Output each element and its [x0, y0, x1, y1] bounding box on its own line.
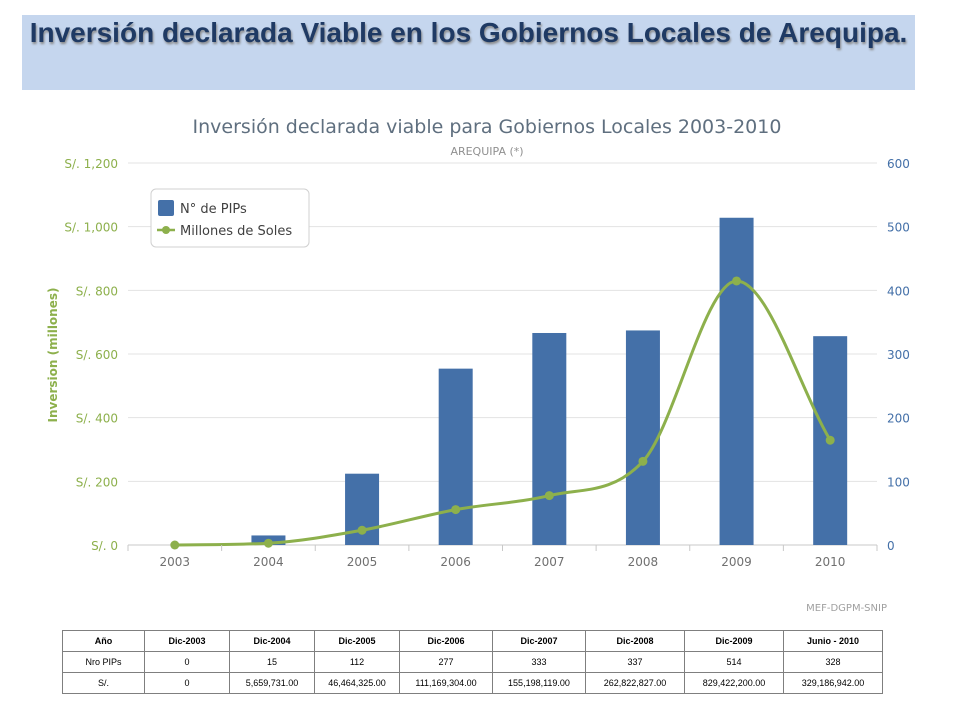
table-header-cell: Dic-2003	[144, 630, 230, 652]
table-cell: 277	[399, 651, 493, 673]
bar	[532, 332, 567, 545]
line-point	[170, 540, 180, 550]
table-cell: 262,822,827.00	[585, 672, 685, 694]
title-banner	[22, 15, 915, 90]
legend-label-pips: N° de PIPs	[180, 202, 247, 217]
y-right-tick-label: 400	[887, 284, 910, 298]
chart-source: MEF-DGPM-SNIP	[806, 603, 887, 614]
x-tick-label: 2007	[534, 555, 565, 569]
slide-title: Inversión declarada Viable en los Gobier…	[29, 17, 908, 48]
chart-subtitle: AREQUIPA (*)	[450, 145, 523, 158]
table-header-cell: Dic-2008	[585, 630, 685, 652]
line-point	[357, 525, 367, 535]
y-axis-left: S/. 0 S/. 200 S/. 400 S/. 600 S/. 800 S/. 1,0…	[64, 157, 118, 553]
x-tick-label: 2003	[160, 555, 191, 569]
line-point	[263, 538, 273, 548]
table-cell: 0	[144, 651, 230, 673]
y-axis-label: Inversion (millones)	[46, 288, 60, 423]
y-right-tick-label: 500	[887, 221, 910, 235]
bar	[719, 217, 754, 545]
y-right-tick-label: 300	[887, 348, 910, 362]
legend-line-marker	[162, 226, 170, 234]
y-left-tick-label: S/. 800	[76, 284, 118, 298]
table-cell: 0	[144, 672, 230, 694]
table-cell: 328	[783, 651, 883, 673]
y-right-tick-label: 600	[887, 157, 910, 171]
y-left-tick-label: S/. 0	[91, 539, 118, 553]
y-left-tick-label: S/. 1,000	[64, 221, 118, 235]
x-tick-label: 2004	[253, 555, 284, 569]
line-point	[451, 505, 461, 515]
x-tick-label: 2009	[721, 555, 752, 569]
y-left-tick-label: S/. 1,200	[64, 157, 118, 171]
y-right-tick-label: 200	[887, 412, 910, 426]
x-axis: 2003 2004 2005 2006 2007 2008 2009 2010	[127, 545, 878, 569]
table-cell: 333	[492, 651, 586, 673]
x-tick-label: 2010	[815, 555, 846, 569]
chart-title: Inversión declarada viable para Gobierno…	[193, 116, 782, 138]
table-cell: 5,659,731.00	[229, 672, 315, 694]
table-cell: 46,464,325.00	[314, 672, 400, 694]
legend-bar-swatch	[158, 200, 174, 216]
table-cell: 829,422,200.00	[684, 672, 784, 694]
y-left-tick-label: S/. 400	[76, 412, 118, 426]
line-point	[544, 491, 554, 501]
line-point	[732, 276, 742, 286]
table-cell: 155,198,119.00	[492, 672, 586, 694]
y-left-tick-label: S/. 200	[76, 475, 118, 489]
legend-box	[150, 188, 310, 248]
table-cell: 514	[684, 651, 784, 673]
x-tick-label: 2008	[628, 555, 659, 569]
y-right-tick-label: 100	[887, 475, 910, 489]
table-header-cell: Dic-2004	[229, 630, 315, 652]
line-point	[825, 435, 835, 445]
bar	[625, 330, 660, 545]
table-header-cell: Dic-2006	[399, 630, 493, 652]
table-cell: 111,169,304.00	[399, 672, 493, 694]
table-cell: S/.	[62, 672, 145, 694]
chart: Inversión declarada viable para Gobierno…	[46, 116, 910, 614]
legend: N° de PIPs Millones de Soles	[150, 188, 310, 248]
table-header-row: Año Dic-2003 Dic-2004 Dic-2005 Dic-2006 …	[62, 630, 883, 652]
table-cell: 337	[585, 651, 685, 673]
table-header-cell: Año	[62, 630, 145, 652]
y-left-tick-label: S/. 600	[76, 348, 118, 362]
y-right-tick-label: 0	[887, 539, 895, 553]
x-tick-label: 2006	[440, 555, 471, 569]
table-cell: 112	[314, 651, 400, 673]
table-header-cell: Junio - 2010	[783, 630, 883, 652]
table-header-cell: Dic-2009	[684, 630, 784, 652]
table-header-cell: Dic-2005	[314, 630, 400, 652]
table-cell: 15	[229, 651, 315, 673]
table-row: Nro PIPs 0 15 112 277 333 337 514 328	[62, 651, 883, 673]
line-point	[638, 456, 648, 466]
legend-label-soles: Millones de Soles	[180, 224, 292, 239]
table-cell: 329,186,942.00	[783, 672, 883, 694]
y-axis-right: 0 100 200 300 400 500 600	[887, 157, 910, 553]
table-cell: Nro PIPs	[62, 651, 145, 673]
data-table: Año Dic-2003 Dic-2004 Dic-2005 Dic-2006 …	[62, 630, 883, 694]
bar-series-pips	[251, 217, 848, 545]
x-tick-label: 2005	[347, 555, 378, 569]
table-header-cell: Dic-2007	[492, 630, 586, 652]
bar	[438, 368, 473, 545]
line-series-soles	[170, 276, 835, 550]
table-row: S/. 0 5,659,731.00 46,464,325.00 111,169…	[62, 672, 883, 694]
